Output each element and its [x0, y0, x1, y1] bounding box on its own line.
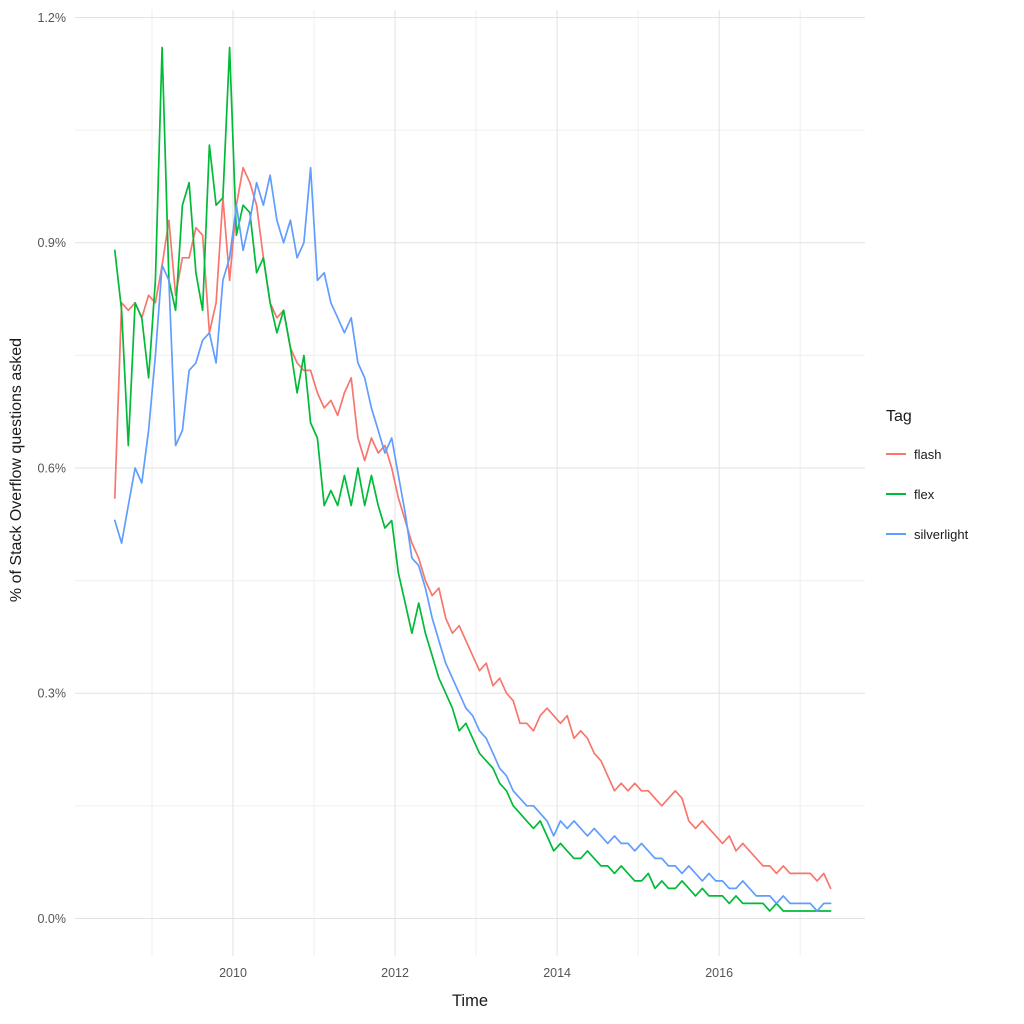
y-tick-label: 1.2%	[38, 11, 67, 25]
series-line-flex	[113, 46, 832, 912]
series-line-flash	[113, 166, 832, 890]
y-tick-label: 0.3%	[38, 687, 67, 701]
legend-item-silverlight: silverlight	[886, 526, 968, 542]
series-line-silverlight	[113, 166, 832, 912]
x-tick-label: 2010	[219, 966, 247, 980]
x-tick-label: 2012	[381, 966, 409, 980]
legend: Tag flash flex silverlight	[886, 408, 968, 566]
legend-item-label: flash	[914, 446, 942, 462]
legend-title: Tag	[886, 408, 912, 425]
y-tick-label: 0.6%	[38, 461, 67, 475]
y-tick-label: 0.9%	[38, 236, 67, 250]
y-tick-label: 0.0%	[38, 912, 67, 926]
legend-key-line-silverlight	[886, 533, 906, 535]
legend-item-flex: flex	[886, 486, 968, 502]
x-tick-label: 2014	[543, 966, 571, 980]
legend-item-label: silverlight	[914, 526, 969, 542]
legend-key-line-flex	[886, 493, 906, 495]
x-tick-label: 2016	[705, 966, 733, 980]
legend-item-flash: flash	[886, 446, 968, 462]
legend-item-label: flex	[914, 486, 935, 502]
x-axis-title: Time	[451, 992, 489, 1010]
legend-key-line-flash	[886, 453, 906, 455]
